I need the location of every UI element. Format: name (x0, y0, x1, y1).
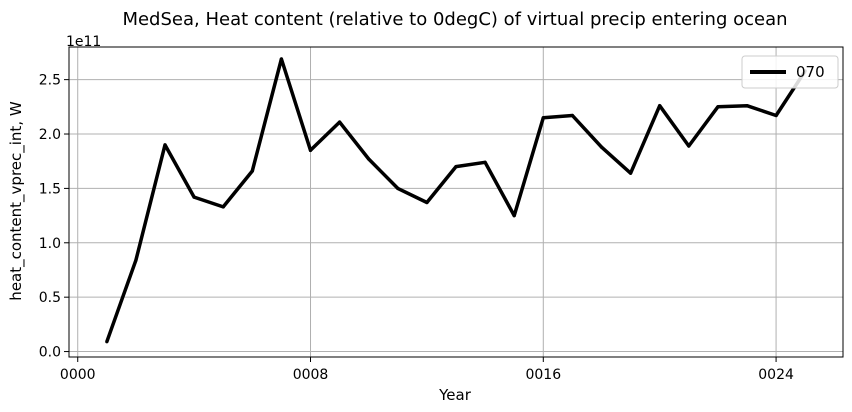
series-line-070 (105, 57, 807, 343)
data-point (658, 104, 662, 108)
y-tick-label: 0.0 (39, 345, 61, 361)
y-tick-label: 1.5 (39, 181, 61, 197)
y-offset-label: 1e11 (66, 34, 101, 50)
data-point (541, 116, 545, 120)
data-point (425, 200, 429, 205)
plot-frame (68, 46, 844, 358)
data-point (716, 105, 720, 109)
data-point (599, 145, 604, 149)
data-point (250, 169, 254, 173)
x-tick-label: 0024 (758, 367, 794, 383)
data-point (570, 113, 574, 118)
y-tick-label: 1.0 (39, 236, 61, 252)
data-point (221, 205, 225, 209)
legend-label-070: 070 (796, 63, 825, 81)
x-tick-label: 0016 (525, 367, 561, 383)
grid (69, 47, 843, 357)
data-point (687, 144, 691, 148)
chart-title: MedSea, Heat content (relative to 0degC)… (122, 9, 787, 30)
data-point (628, 171, 633, 175)
data-point (774, 113, 778, 118)
data-point (308, 148, 313, 152)
y-tick-label: 2.5 (39, 73, 61, 89)
data-point (483, 160, 487, 164)
data-point (163, 143, 167, 147)
x-axis-label: Year (438, 386, 472, 404)
y-axis-label: heat_content_vprec_int, W (7, 101, 26, 301)
x-tick-label: 0008 (293, 367, 329, 383)
series (105, 57, 807, 344)
y-tick-label: 2.0 (39, 127, 61, 143)
data-point (192, 195, 196, 199)
legend: 070 (741, 55, 839, 89)
legend-box (741, 55, 839, 89)
y-tick-label: 0.5 (39, 290, 61, 306)
data-point (134, 258, 138, 262)
data-point (338, 120, 342, 124)
data-point (396, 186, 400, 191)
data-point (454, 165, 458, 169)
x-tick-label: 0000 (60, 367, 96, 383)
data-point (279, 57, 284, 61)
ticks: 0000 0008 0016 0024 0.0 0.5 1.0 1.5 2.0 2.5 (39, 73, 794, 383)
data-point (745, 104, 749, 108)
data-point (512, 213, 516, 218)
data-point (105, 340, 109, 344)
data-point (367, 157, 371, 161)
